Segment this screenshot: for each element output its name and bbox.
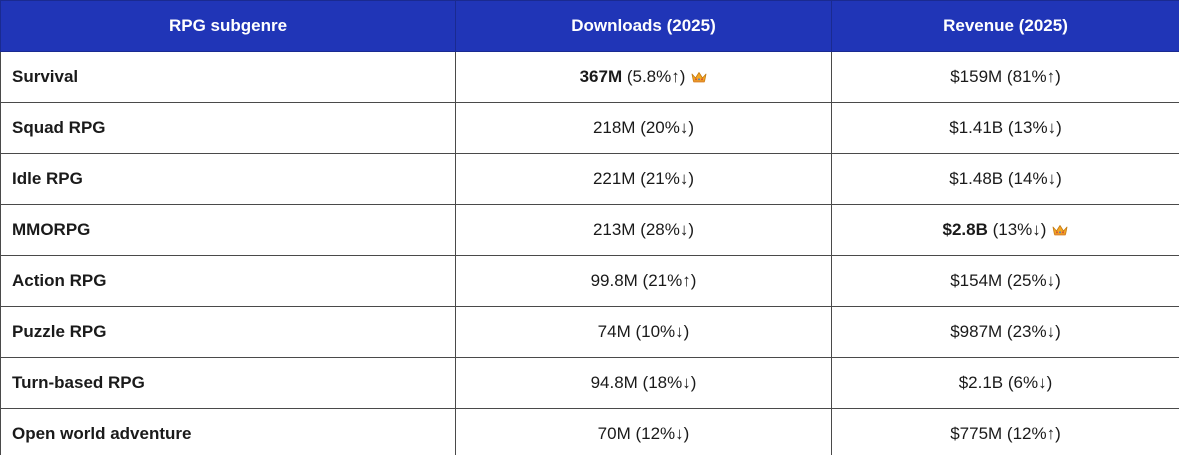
downloads-change: (28%↓) [635,220,695,239]
revenue-value: $2.8B [942,220,988,239]
revenue-cell: $775M (12%↑) [831,408,1179,455]
table-body: Survival 367M (5.8%↑) $159M (81%↑) Squad RP… [0,51,1179,455]
revenue-change: (25%↓) [1002,271,1061,290]
subgenre-cell: Turn-based RPG [0,357,456,409]
downloads-change: (18%↓) [637,373,697,392]
table-row: Turn-based RPG 94.8M (18%↓) $2.1B (6%↓) [0,357,1179,409]
revenue-change: (6%↓) [1003,373,1053,392]
downloads-value: 218M [592,118,636,137]
revenue-value: $154M [950,271,1003,290]
revenue-value: $2.1B [958,373,1004,392]
subgenre-cell: Open world adventure [0,408,456,455]
revenue-cell: $1.48B (14%↓) [831,153,1179,205]
revenue-change: (23%↓) [1002,322,1061,341]
crown-icon [1053,225,1068,236]
revenue-change: (81%↑) [1002,67,1061,86]
subgenre-cell: Action RPG [0,255,456,307]
crown-icon-wrap [685,67,707,86]
revenue-change: (14%↓) [1003,169,1062,188]
revenue-cell: $2.1B (6%↓) [831,357,1179,409]
revenue-value: $775M [950,424,1003,443]
downloads-value: 94.8M [590,373,638,392]
table-row: MMORPG 213M (28%↓) $2.8B (13%↓) [0,204,1179,256]
downloads-change: (21%↑) [637,271,697,290]
subgenre-cell: Idle RPG [0,153,456,205]
table-row: Idle RPG 221M (21%↓) $1.48B (14%↓) [0,153,1179,205]
revenue-cell: $1.41B (13%↓) [831,102,1179,154]
crown-icon-wrap [1046,220,1068,239]
downloads-cell: 221M (21%↓) [455,153,832,205]
header-downloads: Downloads (2025) [455,0,832,52]
table-row: Squad RPG 218M (20%↓) $1.41B (13%↓) [0,102,1179,154]
header-subgenre: RPG subgenre [0,0,456,52]
revenue-change: (13%↓) [1003,118,1062,137]
revenue-value: $1.48B [949,169,1004,188]
header-row: RPG subgenre Downloads (2025) Revenue (2… [0,0,1179,52]
downloads-change: (12%↓) [630,424,690,443]
revenue-value: $1.41B [949,118,1004,137]
downloads-cell: 367M (5.8%↑) [455,51,832,103]
header-revenue: Revenue (2025) [831,0,1179,52]
revenue-cell: $987M (23%↓) [831,306,1179,358]
subgenre-cell: Survival [0,51,456,103]
table-row: Open world adventure 70M (12%↓) $775M (12%… [0,408,1179,455]
downloads-value: 70M [597,424,631,443]
subgenre-cell: Squad RPG [0,102,456,154]
downloads-value: 367M [579,67,623,86]
crown-icon [692,72,707,83]
subgenre-cell: Puzzle RPG [0,306,456,358]
downloads-cell: 99.8M (21%↑) [455,255,832,307]
revenue-cell: $2.8B (13%↓) [831,204,1179,256]
subgenre-cell: MMORPG [0,204,456,256]
table-row: Survival 367M (5.8%↑) $159M (81%↑) [0,51,1179,103]
downloads-change: (5.8%↑) [622,67,686,86]
downloads-change: (10%↓) [630,322,690,341]
downloads-cell: 74M (10%↓) [455,306,832,358]
downloads-cell: 213M (28%↓) [455,204,832,256]
revenue-value: $159M [950,67,1003,86]
revenue-change: (13%↓) [987,220,1047,239]
downloads-value: 213M [592,220,636,239]
revenue-change: (12%↑) [1002,424,1061,443]
downloads-change: (21%↓) [635,169,695,188]
downloads-cell: 70M (12%↓) [455,408,832,455]
downloads-value: 99.8M [590,271,638,290]
downloads-change: (20%↓) [635,118,695,137]
revenue-cell: $159M (81%↑) [831,51,1179,103]
downloads-cell: 94.8M (18%↓) [455,357,832,409]
downloads-cell: 218M (20%↓) [455,102,832,154]
downloads-value: 74M [597,322,631,341]
downloads-value: 221M [592,169,636,188]
table-row: Action RPG 99.8M (21%↑) $154M (25%↓) [0,255,1179,307]
table-header: RPG subgenre Downloads (2025) Revenue (2… [0,0,1179,52]
table-row: Puzzle RPG 74M (10%↓) $987M (23%↓) [0,306,1179,358]
revenue-cell: $154M (25%↓) [831,255,1179,307]
revenue-value: $987M [950,322,1003,341]
